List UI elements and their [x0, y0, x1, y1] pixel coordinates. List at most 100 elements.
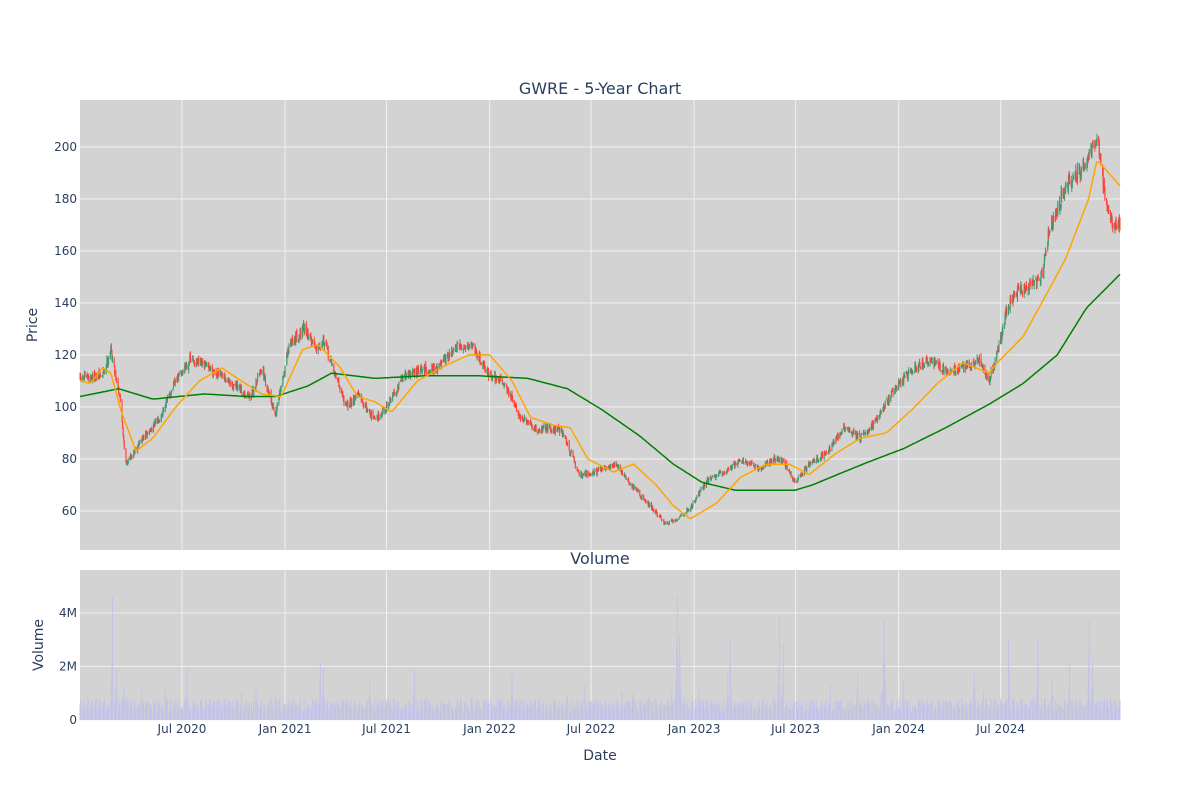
candle	[208, 367, 210, 371]
candle-body	[457, 341, 459, 344]
volume-bar	[613, 700, 615, 720]
volume-bar	[247, 707, 249, 720]
candle	[535, 424, 537, 433]
candle	[633, 487, 635, 491]
candle	[479, 350, 481, 363]
volume-bar	[352, 709, 354, 720]
volume-bar	[750, 701, 752, 720]
candle-body	[996, 352, 998, 360]
candle-body	[589, 473, 591, 475]
volume-bar	[711, 702, 713, 720]
candle-body	[598, 468, 600, 470]
candle-body	[286, 354, 288, 365]
candle	[505, 383, 507, 388]
candle-body	[816, 457, 818, 461]
candle-body	[463, 346, 465, 348]
candle	[680, 513, 682, 517]
chart-title: GWRE - 5-Year Chart	[519, 79, 681, 98]
volume-bar	[227, 708, 229, 720]
candle-body	[425, 367, 427, 373]
candle	[176, 376, 178, 383]
candle-body	[883, 405, 885, 410]
volume-bar	[361, 707, 363, 720]
candle-body	[380, 414, 382, 418]
candle-body	[1045, 251, 1047, 254]
candle	[590, 472, 592, 477]
volume-bar	[464, 705, 466, 720]
candle	[576, 466, 578, 472]
candle-body	[869, 429, 871, 431]
candle	[101, 374, 103, 378]
candle-body	[311, 340, 313, 344]
candle	[150, 427, 152, 433]
candle	[186, 364, 188, 370]
candle-body	[612, 464, 614, 468]
candle-body	[584, 472, 586, 476]
candle-body	[651, 503, 653, 510]
volume-bar	[542, 704, 544, 720]
candle-body	[94, 371, 96, 381]
candle-body	[413, 371, 415, 373]
volume-bar	[569, 711, 571, 720]
candle-body	[663, 520, 665, 525]
candle	[672, 519, 674, 523]
candle-body	[695, 498, 697, 499]
candle-body	[533, 427, 535, 431]
candle	[876, 414, 878, 424]
candle	[848, 426, 850, 433]
candle-body	[378, 417, 380, 419]
volume-bar	[598, 701, 600, 720]
candle-body	[973, 361, 975, 365]
candle	[927, 361, 929, 367]
candle	[335, 371, 337, 379]
candle-body	[291, 339, 293, 345]
candle	[415, 367, 417, 376]
candle	[1115, 216, 1117, 231]
candle-body	[465, 346, 467, 351]
candle-body	[1087, 157, 1088, 163]
candle	[519, 414, 521, 422]
volume-bar	[478, 699, 480, 720]
volume-bar	[369, 699, 371, 720]
candle-body	[118, 394, 120, 396]
volume-bar	[458, 704, 460, 720]
volume-bar	[283, 705, 285, 720]
candle-body	[220, 372, 222, 374]
candle	[468, 345, 470, 352]
candle	[899, 381, 901, 385]
candle-body	[1110, 215, 1112, 220]
candle-body	[484, 366, 486, 372]
volume-bar	[221, 710, 223, 720]
volume-bar	[743, 698, 745, 720]
candle	[267, 386, 269, 393]
volume-bar	[750, 708, 752, 720]
volume-bar	[461, 708, 463, 720]
candle-body	[629, 484, 631, 486]
candle	[988, 376, 990, 386]
candle	[130, 453, 132, 461]
volume-bar	[284, 704, 286, 720]
candle	[513, 399, 515, 408]
volume-bar	[659, 704, 661, 720]
volume-bar	[192, 709, 194, 720]
candle-body	[282, 375, 284, 378]
candle-body	[480, 362, 482, 364]
candle	[930, 357, 932, 360]
candle-body	[931, 360, 933, 364]
volume-bar	[793, 704, 795, 720]
candle-body	[247, 392, 249, 397]
candle	[892, 387, 893, 392]
volume-bar	[519, 700, 521, 720]
volume-bar	[623, 705, 625, 720]
candle-body	[760, 467, 762, 471]
candle	[1031, 278, 1033, 290]
candle-body	[509, 394, 511, 396]
candle-body	[1095, 142, 1097, 147]
candle-body	[1092, 140, 1094, 147]
volume-bar	[695, 709, 697, 720]
volume-bar	[777, 700, 779, 720]
volume-bar	[504, 708, 506, 720]
candle-body	[767, 461, 769, 464]
candle	[372, 409, 374, 420]
candle-body	[1065, 182, 1067, 191]
